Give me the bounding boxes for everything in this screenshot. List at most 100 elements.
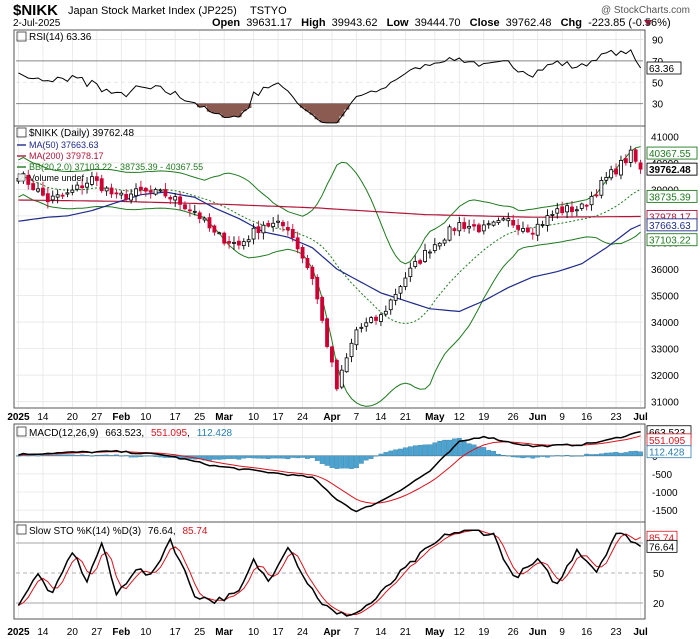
macd-hist-bar bbox=[574, 455, 580, 457]
price-tick-label: 36000 bbox=[651, 265, 679, 276]
candle-body bbox=[579, 203, 584, 209]
signal-value-tag: 551.095 bbox=[649, 436, 686, 447]
macd-hist-bar bbox=[65, 454, 70, 456]
ma50-legend: MA(50) 37663.63 bbox=[29, 140, 99, 150]
candle-body bbox=[614, 168, 618, 175]
ma50-line bbox=[18, 191, 641, 313]
x-tick-label: 16 bbox=[581, 412, 593, 423]
candle-body bbox=[589, 195, 594, 206]
candle-body bbox=[330, 346, 334, 363]
macd-hist-bar bbox=[310, 455, 315, 459]
x-tick-label: 12 bbox=[454, 627, 466, 638]
open-label: Open bbox=[212, 17, 240, 29]
candle-body bbox=[158, 189, 163, 192]
candle-body bbox=[300, 246, 305, 259]
candle-body bbox=[85, 182, 89, 188]
candle-body bbox=[570, 206, 574, 213]
macd-hist-bar bbox=[358, 455, 364, 464]
price-tick-label: 41000 bbox=[651, 132, 679, 143]
x-tick-label: Mar bbox=[215, 412, 233, 423]
candle-body bbox=[197, 212, 202, 220]
macd-hist-bar bbox=[305, 455, 310, 459]
candle-body bbox=[369, 317, 374, 323]
price-label-text: 40367.55 bbox=[649, 149, 691, 160]
candle-body bbox=[334, 360, 339, 390]
price-label-box bbox=[646, 233, 698, 247]
macd-plot bbox=[16, 431, 643, 513]
macd-hist-bar bbox=[99, 454, 105, 456]
rsi-legend: RSI(14) 63.36 bbox=[16, 31, 92, 43]
macd-hist-bar bbox=[158, 455, 163, 458]
x-tick-label: 20 bbox=[67, 627, 79, 638]
price-label-box bbox=[646, 218, 698, 232]
macd-hist-bar bbox=[50, 455, 56, 456]
candle-body bbox=[550, 214, 555, 216]
x-tick-label: 26 bbox=[508, 627, 520, 638]
candle-body bbox=[266, 222, 271, 227]
macd-legend: MACD(12,26,9) 663.523, 551.095, 112.428 bbox=[16, 426, 233, 439]
candle-body bbox=[491, 221, 496, 226]
price-tick-label: 34000 bbox=[651, 318, 679, 329]
macd-hist-bar bbox=[344, 455, 349, 469]
macd-hist-bar bbox=[403, 447, 408, 456]
candle-body bbox=[638, 162, 643, 170]
price-label-tag: 39762.48 bbox=[646, 162, 698, 176]
candle-body bbox=[222, 232, 227, 244]
sto-d-tag: 85.74 bbox=[649, 533, 674, 544]
candle-body bbox=[276, 220, 280, 223]
macd-hist-bar bbox=[633, 450, 639, 456]
candle-body bbox=[232, 241, 236, 244]
macd-hist-bar bbox=[535, 455, 541, 458]
macd-hist-bar bbox=[290, 455, 296, 458]
macd-hist-bar bbox=[520, 455, 526, 459]
x-tick-label: Jul bbox=[633, 412, 648, 423]
candle-body bbox=[388, 299, 393, 311]
macd-hist-bar bbox=[422, 444, 428, 456]
candle-body bbox=[90, 176, 94, 185]
price-panel bbox=[13, 125, 646, 409]
macd-hist-bar bbox=[417, 445, 423, 456]
candle-body bbox=[516, 225, 521, 230]
macd-tick-label: -1500 bbox=[652, 506, 678, 517]
macd-hist-bar bbox=[45, 454, 51, 456]
macd-hist-bar bbox=[486, 450, 492, 456]
open-value: 39631.17 bbox=[246, 17, 292, 29]
x-tick-label: 12 bbox=[454, 412, 466, 423]
macd-hist-bar bbox=[599, 453, 604, 456]
candle-body bbox=[486, 223, 491, 226]
macd-hist-bar bbox=[300, 455, 305, 458]
rsi-last-box bbox=[646, 61, 682, 75]
price-label-tag: 38735.39 bbox=[646, 189, 698, 203]
bb-lower-line bbox=[18, 194, 641, 407]
candle-body bbox=[623, 158, 628, 164]
price-legend: $NIKK (Daily) 39762.48 MA(50) 37663.63 M… bbox=[16, 127, 203, 183]
macd-hist-bar bbox=[427, 444, 433, 456]
candle-body bbox=[560, 206, 565, 214]
macd-tick-label: -1000 bbox=[652, 488, 678, 499]
candle-body bbox=[65, 192, 70, 195]
sto-plot bbox=[17, 529, 642, 617]
macd-hist-bar bbox=[148, 455, 154, 457]
x-tick-label: 7 bbox=[354, 412, 360, 423]
candle-body bbox=[344, 357, 349, 373]
x-tick-label: 10 bbox=[140, 412, 152, 423]
ohlc-line: Open 39631.17 High 39943.62 Low 39444.70… bbox=[212, 17, 671, 29]
close-label: Close bbox=[470, 17, 500, 29]
macd-hist-bar bbox=[525, 455, 531, 458]
rsi-tick-label: 90 bbox=[652, 36, 664, 47]
macd-hist-bar bbox=[25, 455, 31, 457]
x-tick-label: 17 bbox=[170, 627, 182, 638]
macd-hist-bar bbox=[496, 453, 501, 456]
macd-hist-bar bbox=[510, 455, 516, 458]
macd-hist-bar bbox=[231, 455, 237, 459]
macd-hist-bar bbox=[456, 437, 462, 456]
macd-hist-bar bbox=[569, 455, 575, 457]
x-tick-label: 10 bbox=[248, 627, 260, 638]
macd-hist-bar bbox=[270, 455, 276, 459]
candle-body bbox=[452, 228, 457, 232]
macd-hist-bar bbox=[246, 455, 252, 458]
price-legend-title: $NIKK (Daily) 39762.48 bbox=[29, 128, 134, 139]
candle-body bbox=[462, 222, 467, 229]
macd-legend-value: 663.523 bbox=[105, 428, 142, 439]
